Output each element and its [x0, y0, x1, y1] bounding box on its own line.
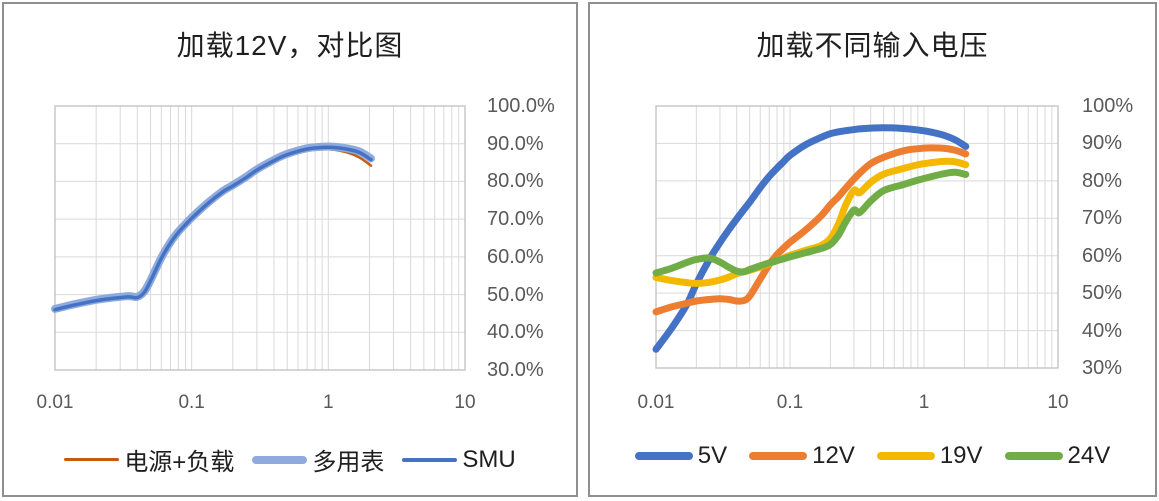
- y-tick-label: 50.0%: [487, 283, 544, 306]
- legend-label: 12V: [812, 442, 855, 469]
- y-tick-label: 90%: [1082, 132, 1123, 155]
- chart-panel-12v-comparison: 加载12V，对比图 0.01 0.1 1 10 100.0% 90.0% 80.0% 70.0…: [2, 2, 578, 497]
- x-tick-label: 0.01: [637, 392, 675, 413]
- series-line-5V: [652, 124, 970, 353]
- x-tick-label: 10: [1047, 392, 1069, 413]
- legend-item-19V: 19V: [876, 442, 983, 470]
- chart-legend: 电源+负载 多用表 SMU: [4, 442, 576, 477]
- legend-item-12V: 12V: [749, 442, 855, 470]
- legend-item-5V: 5V: [634, 442, 728, 470]
- legend-label: SMU: [462, 445, 516, 473]
- series-line-12V: [652, 144, 970, 316]
- series-line-24V: [652, 168, 970, 277]
- y-tick-label: 30.0%: [487, 359, 544, 381]
- y-tick-label: 100.0%: [487, 95, 555, 117]
- y-tick-label: 80%: [1082, 169, 1123, 192]
- legend-item-24V: 24V: [1004, 442, 1111, 470]
- chart-panel-input-voltages: 加载不同输入电压 0.01 0.1 1 10 100% 90% 80% 70% 60% 50% 40…: [588, 2, 1157, 497]
- legend-item-电源+负载: 电源+负载: [64, 442, 234, 477]
- series-line-SMU: [53, 145, 373, 312]
- y-tick-label: 40%: [1082, 319, 1123, 342]
- chart-title: 加载不同输入电压: [756, 30, 989, 61]
- legend-swatch-5V: [634, 452, 693, 460]
- series-line-电源+负载: [53, 147, 373, 312]
- y-tick-label: 60%: [1082, 244, 1123, 267]
- y-tick-label: 70.0%: [487, 208, 544, 231]
- y-tick-label: 40.0%: [487, 321, 544, 344]
- y-tick-label: 50%: [1082, 282, 1123, 305]
- legend-swatch-电源+负载: [64, 458, 120, 461]
- legend-label: 电源+负载: [124, 449, 235, 476]
- x-tick-label: 1: [323, 392, 334, 413]
- legend-swatch-19V: [876, 452, 935, 460]
- y-tick-label: 90.0%: [487, 132, 544, 155]
- y-tick-label: 80.0%: [487, 170, 544, 193]
- y-tick-label: 60.0%: [487, 245, 544, 268]
- chart-legend: 5V 12V 19V 24V: [590, 442, 1155, 470]
- plot-border: [655, 105, 1059, 369]
- x-tick-label: 0.01: [36, 392, 74, 413]
- x-tick-label: 10: [454, 392, 476, 413]
- legend-item-多用表: 多用表: [252, 442, 384, 477]
- legend-swatch-多用表: [252, 455, 308, 464]
- x-tick-label: 0.1: [178, 392, 205, 413]
- y-tick-label: 30%: [1082, 357, 1123, 379]
- legend-label: 19V: [939, 442, 983, 469]
- legend-swatch-SMU: [402, 457, 458, 462]
- line-plot: [51, 105, 466, 371]
- legend-label: 24V: [1067, 442, 1111, 469]
- line-plot: [652, 105, 1059, 369]
- legend-item-SMU: SMU: [402, 445, 516, 474]
- legend-label: 5V: [697, 442, 728, 469]
- chart-title: 加载12V，对比图: [176, 30, 404, 61]
- x-tick-label: 1: [918, 392, 930, 413]
- y-tick-label: 70%: [1082, 207, 1123, 230]
- legend-label: 多用表: [312, 449, 385, 476]
- x-tick-label: 0.1: [776, 392, 804, 413]
- legend-swatch-12V: [749, 452, 808, 460]
- plot-border: [54, 105, 466, 371]
- series-line-多用表: [51, 142, 375, 313]
- y-tick-label: 100%: [1082, 95, 1134, 117]
- legend-swatch-24V: [1004, 452, 1063, 460]
